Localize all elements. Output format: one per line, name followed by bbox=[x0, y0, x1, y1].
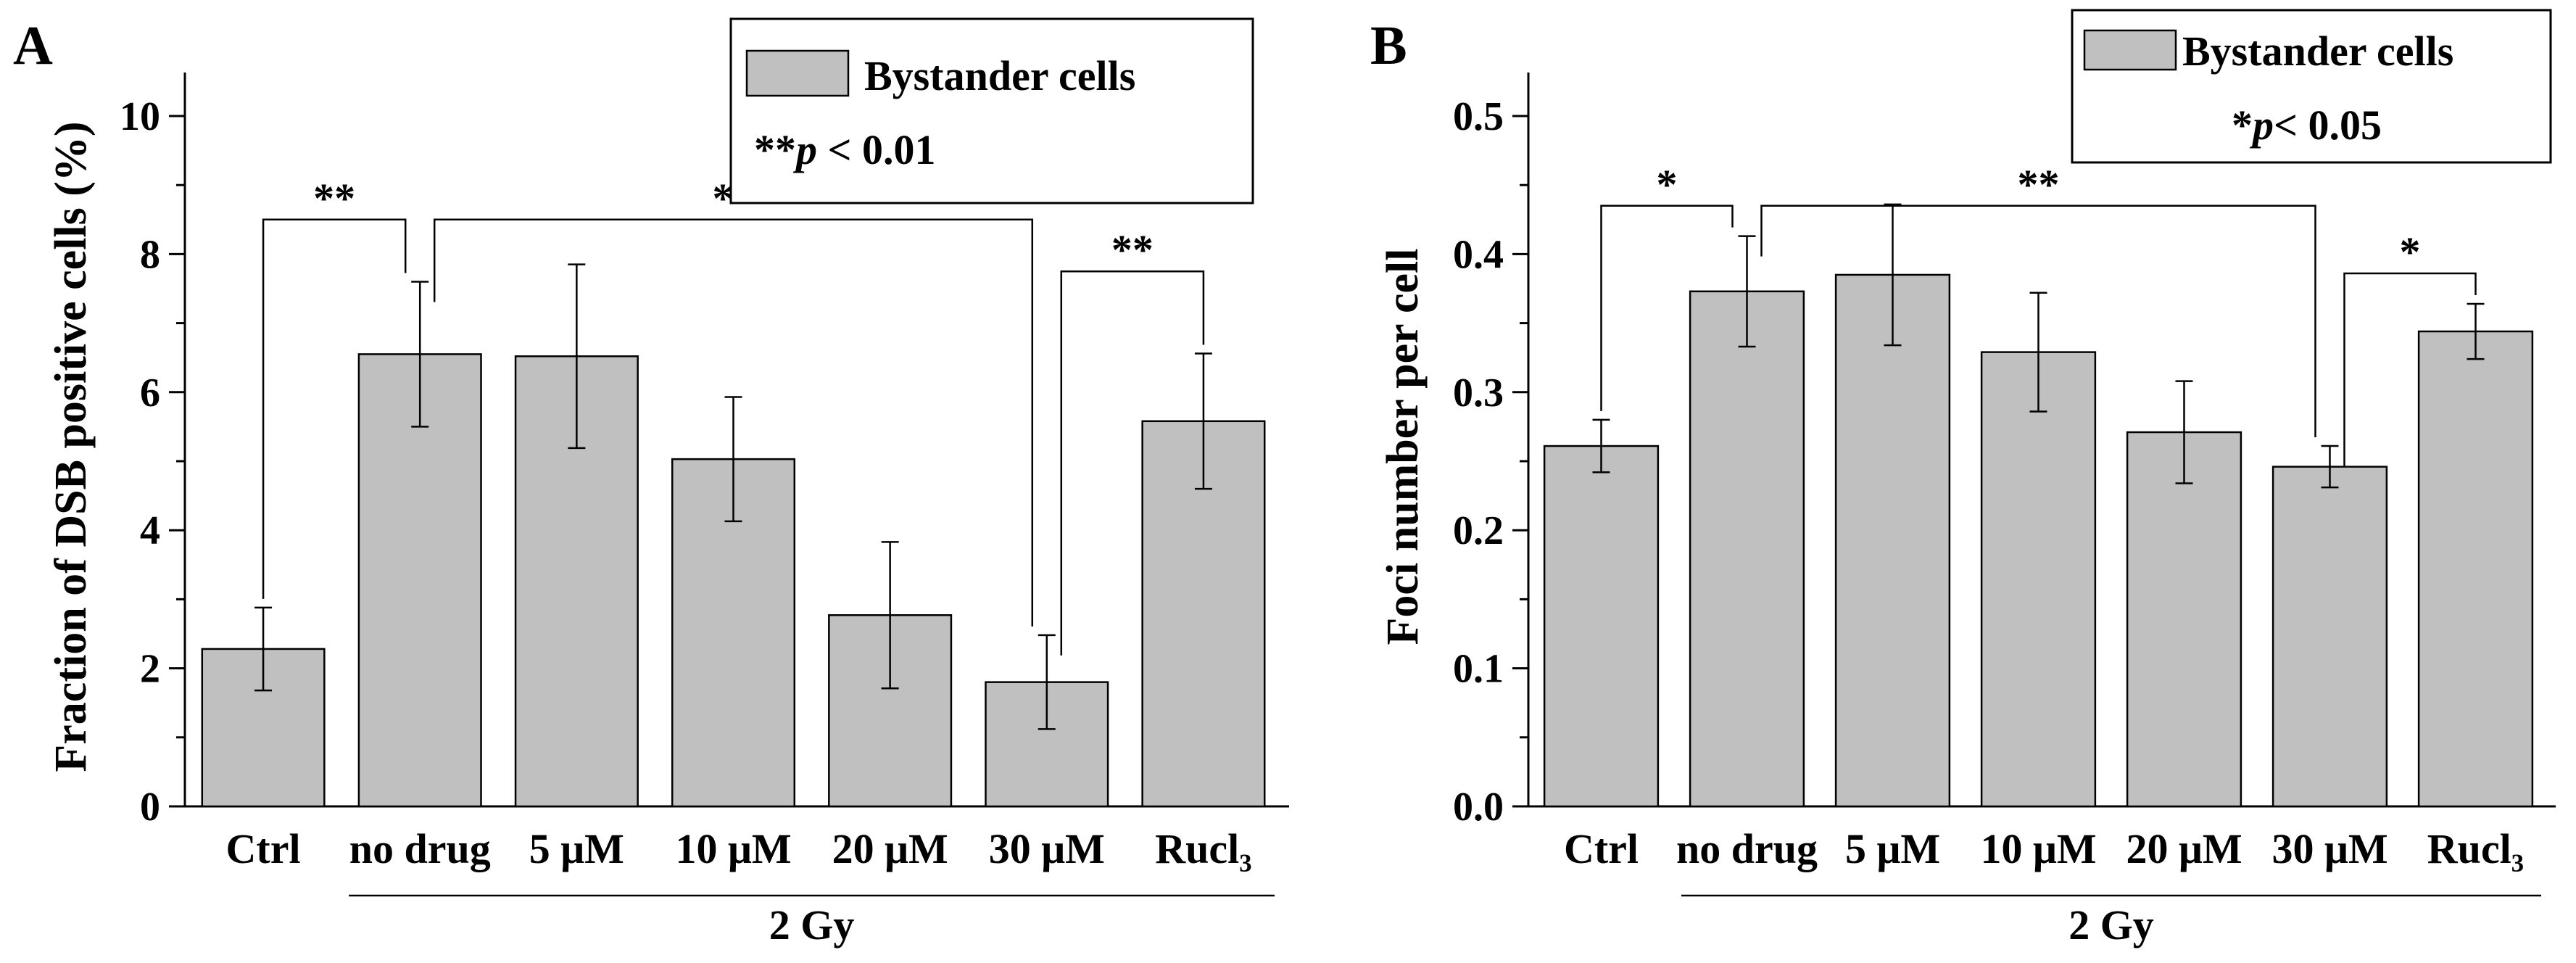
panel-a-category-label: 20 μM bbox=[832, 825, 948, 872]
panel-b-category-label: 20 μM bbox=[2126, 825, 2242, 872]
panel-a-significance-bracket bbox=[1060, 270, 1205, 656]
panel-b-bar bbox=[1834, 273, 1951, 808]
panel-a-legend-box bbox=[729, 17, 1254, 204]
panel-a-significance-label: ** bbox=[1111, 226, 1154, 273]
panel-b-bar bbox=[1689, 290, 1805, 808]
panel-a-y-tick-label: 2 bbox=[140, 647, 160, 692]
panel-a-significance-bracket bbox=[433, 218, 1034, 627]
panel-a-category-label: 30 μM bbox=[989, 825, 1105, 872]
panel-b-category-label: Rucl₃ bbox=[2427, 825, 2524, 872]
panel-b-category-label: 5 μM bbox=[1845, 825, 1940, 872]
panel-a-legend-swatch bbox=[745, 49, 850, 97]
panel-b-y-tick-label: 0.4 bbox=[1453, 232, 1504, 277]
panel-b-y-tick-label: 0.3 bbox=[1453, 371, 1504, 416]
panel-a-group-label: 2 Gy bbox=[769, 901, 855, 948]
panel-b-significance-bracket bbox=[2343, 272, 2477, 467]
panel-b-significance-bracket bbox=[1760, 204, 2316, 438]
panel-b-category-label: no drug bbox=[1676, 825, 1818, 872]
panel-b-significance-label: * bbox=[2400, 228, 2421, 276]
panel-a-legend-note-p: p bbox=[792, 126, 817, 173]
panel-b-category-label: 10 μM bbox=[1980, 825, 2096, 872]
panel-b-category-label: Ctrl bbox=[1564, 825, 1639, 872]
panel-b-legend-swatch bbox=[2083, 29, 2177, 71]
panel-b-bar bbox=[2126, 431, 2242, 808]
panel-a-y-tick-label: 10 bbox=[120, 94, 160, 139]
panel-b-legend-note-threshold: < 0.05 bbox=[2274, 102, 2382, 149]
panel-a-category-label: no drug bbox=[349, 825, 491, 872]
panel-a-category-label: Rucl₃ bbox=[1155, 825, 1251, 872]
panel-a-chart: A 0 2 4 6 8 10 Fraction of DSB positive cells (… bbox=[13, 15, 1289, 948]
panel-b-y-axis-label: Foci number per cell bbox=[1378, 248, 1428, 645]
panel-a-y-tick-label: 4 bbox=[140, 508, 160, 553]
panel-b-chart: B 0.0 0.1 0.2 0.3 0.4 0.5 Foci number per cell C… bbox=[1370, 9, 2556, 948]
panel-a-category-label: Ctrl bbox=[226, 825, 301, 872]
panel-b-category-label: 30 μM bbox=[2271, 825, 2387, 872]
panel-b-legend-note-p: p bbox=[2249, 102, 2274, 149]
panel-a-significance-bracket bbox=[262, 218, 407, 599]
panel-b-y-tick-label: 0.0 bbox=[1453, 785, 1504, 830]
panel-b-group-label: 2 Gy bbox=[2068, 901, 2154, 948]
panel-a-category-label: 10 μM bbox=[675, 825, 791, 872]
panel-b-y-tick-label: 0.5 bbox=[1453, 94, 1504, 139]
panel-a-y-tick-label: 0 bbox=[140, 785, 160, 830]
panel-a-y-axis-label: Fraction of DSB positive cells (%) bbox=[46, 121, 96, 772]
panel-b-bar bbox=[1980, 351, 2097, 808]
panel-a-legend-series: Bystander cells bbox=[864, 52, 1135, 99]
panel-a-legend-note-stars: ** bbox=[754, 126, 796, 173]
panel-b-significance-label: ** bbox=[2018, 161, 2060, 208]
panel-b-significance-bracket bbox=[1600, 204, 1734, 411]
panel-a-bar bbox=[357, 353, 482, 808]
panel-a-letter: A bbox=[13, 15, 53, 76]
panel-a-category-label: 5 μM bbox=[529, 825, 624, 872]
panel-b-y-tick-label: 0.1 bbox=[1453, 647, 1504, 692]
panel-b-bar bbox=[2271, 466, 2388, 808]
panel-a-y-tick-label: 8 bbox=[140, 232, 160, 277]
panel-b-legend-note-stars: * bbox=[2232, 102, 2253, 149]
panel-a-legend-note: **p < 0.01 bbox=[754, 126, 936, 173]
panel-a-significance-label: ** bbox=[313, 175, 355, 222]
panel-b-significance-label: * bbox=[1657, 161, 1678, 208]
panel-b-letter: B bbox=[1370, 15, 1407, 76]
panel-b-bar bbox=[1543, 445, 1660, 808]
panel-b-y-tick-label: 0.2 bbox=[1453, 508, 1504, 553]
panel-b-bar bbox=[2417, 330, 2534, 808]
panel-b-legend-series: Bystander cells bbox=[2182, 28, 2453, 75]
panel-b-legend-note: *p< 0.05 bbox=[2232, 102, 2382, 149]
panel-a-legend-note-threshold: < 0.01 bbox=[817, 126, 936, 173]
panel-a-y-tick-label: 6 bbox=[140, 371, 160, 416]
